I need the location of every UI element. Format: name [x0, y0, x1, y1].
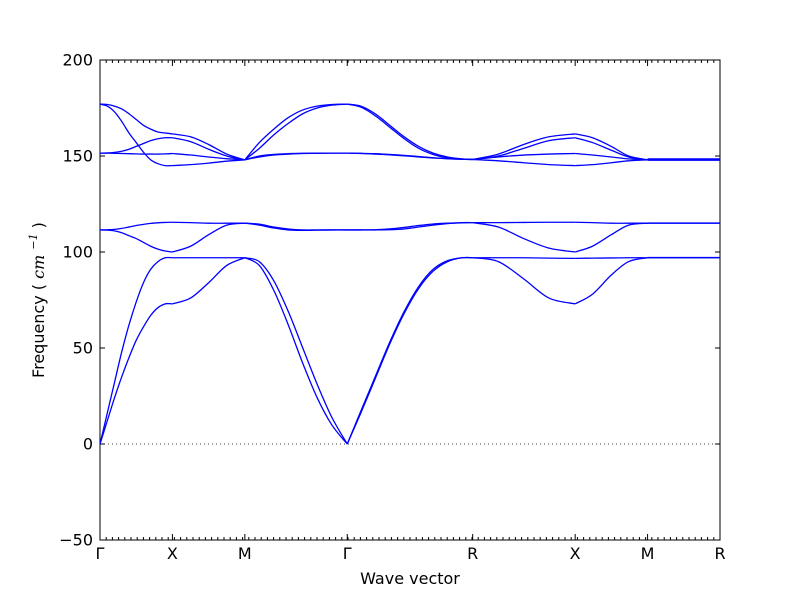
band-curve — [472, 257, 576, 259]
band-curve — [472, 221, 576, 253]
band-curve — [99, 229, 173, 253]
band-curve — [172, 137, 245, 161]
y-axis-label-text: Frequency — [29, 295, 48, 378]
y-axis-label-exponent: −1 — [27, 233, 40, 249]
band-curve — [574, 257, 648, 305]
y-tick-label: 0 — [83, 435, 93, 454]
y-tick-label: 50 — [73, 339, 93, 358]
band-curve — [99, 103, 173, 135]
y-tick-label: 150 — [62, 147, 93, 166]
band-curve — [99, 302, 173, 445]
x-tick-label: M — [641, 544, 655, 563]
x-tick-label: R — [467, 544, 478, 563]
x-axis-minor-ticks — [99, 60, 721, 540]
y-tick-label: −50 — [59, 531, 93, 550]
y-tick-label: 100 — [62, 243, 93, 262]
y-axis-label-close-paren: ) — [29, 222, 48, 228]
band-curve — [99, 137, 173, 154]
y-axis-label: Frequency ( cm −1 ) — [22, 222, 48, 378]
band-curve — [347, 221, 473, 231]
band-curve — [172, 222, 245, 253]
band-curve — [472, 257, 576, 305]
band-curve — [244, 257, 348, 445]
band-curve — [172, 159, 245, 167]
band-curve — [172, 257, 246, 305]
band-curve — [244, 103, 348, 161]
band-curve — [472, 158, 576, 167]
band-curve — [244, 257, 348, 445]
band-curve — [472, 133, 576, 161]
y-axis-ticks: −50 0 50 100 150 200 — [59, 51, 720, 550]
band-curve — [575, 152, 648, 161]
band-curve — [575, 159, 648, 167]
y-axis-label-unit: cm — [29, 255, 48, 279]
band-curve — [99, 103, 173, 167]
band-curve — [575, 133, 648, 161]
band-curve — [244, 103, 348, 161]
x-tick-label: X — [570, 544, 581, 563]
band-curve — [346, 256, 473, 445]
band-curve — [347, 103, 473, 161]
band-curve — [346, 256, 473, 445]
band-curve — [99, 152, 173, 155]
y-tick-label: 200 — [62, 51, 93, 70]
band-curves — [99, 103, 721, 445]
x-axis-label: Wave vector — [360, 569, 460, 588]
band-curve — [574, 222, 648, 253]
band-curve — [244, 152, 348, 161]
band-curve — [575, 221, 648, 224]
band-curve — [472, 137, 576, 161]
band-curve — [244, 222, 348, 231]
band-curve — [172, 152, 245, 161]
band-curve — [99, 256, 173, 445]
band-curve — [172, 221, 245, 224]
band-curve — [99, 221, 173, 231]
band-curve — [172, 133, 246, 161]
band-curve — [347, 103, 473, 161]
x-tick-label: Γ — [96, 544, 105, 563]
x-tick-label: M — [238, 544, 252, 563]
y-axis-label-open-paren: ( — [29, 284, 48, 290]
x-tick-label: Γ — [343, 544, 352, 563]
band-curve — [575, 257, 648, 259]
x-tick-label: X — [167, 544, 178, 563]
x-tick-label: R — [714, 544, 725, 563]
